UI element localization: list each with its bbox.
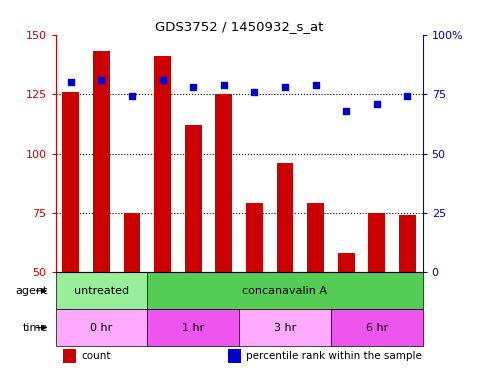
Bar — [63, 349, 76, 363]
Point — [189, 84, 197, 90]
Text: 3 hr: 3 hr — [274, 323, 296, 333]
Bar — [56, 309, 147, 346]
Bar — [86, 273, 117, 384]
Bar — [307, 204, 324, 273]
Bar — [147, 273, 178, 384]
Text: count: count — [81, 351, 111, 361]
Point — [373, 101, 381, 107]
Text: 1 hr: 1 hr — [182, 323, 204, 333]
Point — [220, 81, 227, 88]
Bar — [154, 56, 171, 273]
Text: concanavalin A: concanavalin A — [242, 286, 327, 296]
Bar — [338, 253, 355, 273]
Bar — [361, 273, 392, 384]
Bar — [93, 51, 110, 273]
Bar — [124, 213, 141, 273]
Bar — [270, 273, 300, 384]
Bar — [246, 204, 263, 273]
Bar — [277, 163, 293, 273]
Bar — [399, 215, 416, 273]
Point — [159, 77, 167, 83]
Bar — [369, 213, 385, 273]
Bar — [239, 309, 331, 346]
Bar — [56, 273, 86, 384]
Bar — [392, 273, 423, 384]
Bar — [56, 273, 147, 309]
Bar — [185, 125, 201, 273]
Text: percentile rank within the sample: percentile rank within the sample — [246, 351, 422, 361]
Bar — [209, 273, 239, 384]
Bar — [228, 349, 241, 363]
Text: 0 hr: 0 hr — [90, 323, 113, 333]
Text: 6 hr: 6 hr — [366, 323, 388, 333]
Bar — [117, 273, 147, 384]
Text: time: time — [23, 323, 48, 333]
Bar — [300, 273, 331, 384]
Point — [67, 79, 75, 85]
Title: GDS3752 / 1450932_s_at: GDS3752 / 1450932_s_at — [155, 20, 323, 33]
Bar — [147, 273, 423, 309]
Point — [98, 77, 105, 83]
Bar — [147, 309, 239, 346]
Bar — [239, 273, 270, 384]
Point — [342, 108, 350, 114]
Text: untreated: untreated — [74, 286, 129, 296]
Bar — [178, 273, 209, 384]
Bar — [331, 273, 361, 384]
Bar — [62, 92, 79, 273]
Point — [128, 93, 136, 99]
Point — [403, 93, 411, 99]
Point — [281, 84, 289, 90]
Text: agent: agent — [16, 286, 48, 296]
Bar — [215, 94, 232, 273]
Bar — [331, 309, 423, 346]
Point — [251, 89, 258, 95]
Point — [312, 81, 319, 88]
